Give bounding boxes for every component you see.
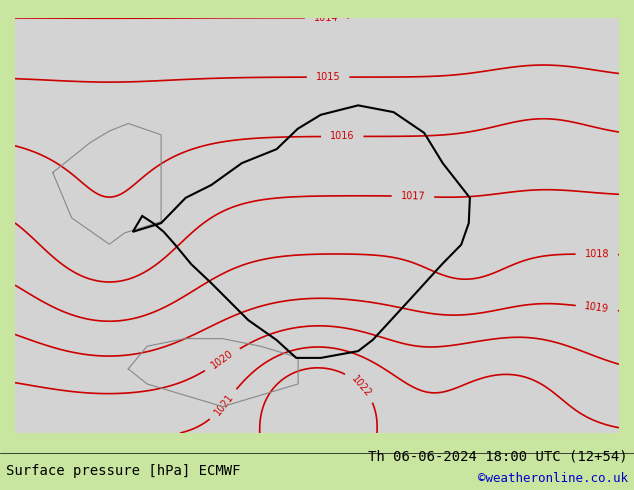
Text: 1014: 1014 <box>314 13 339 23</box>
Polygon shape <box>449 18 619 188</box>
Text: 1020: 1020 <box>209 348 235 371</box>
Text: 1016: 1016 <box>330 131 354 142</box>
Text: 1018: 1018 <box>585 249 609 260</box>
Text: 1015: 1015 <box>316 72 340 82</box>
Text: ©weatheronline.co.uk: ©weatheronline.co.uk <box>477 472 628 485</box>
Text: 1017: 1017 <box>401 191 425 202</box>
Text: 1022: 1022 <box>349 374 373 399</box>
Polygon shape <box>15 18 204 245</box>
Text: 1021: 1021 <box>212 392 235 417</box>
Text: 1019: 1019 <box>584 301 610 315</box>
Text: Th 06-06-2024 18:00 UTC (12+54): Th 06-06-2024 18:00 UTC (12+54) <box>368 449 628 463</box>
Text: Surface pressure [hPa] ECMWF: Surface pressure [hPa] ECMWF <box>6 464 241 478</box>
